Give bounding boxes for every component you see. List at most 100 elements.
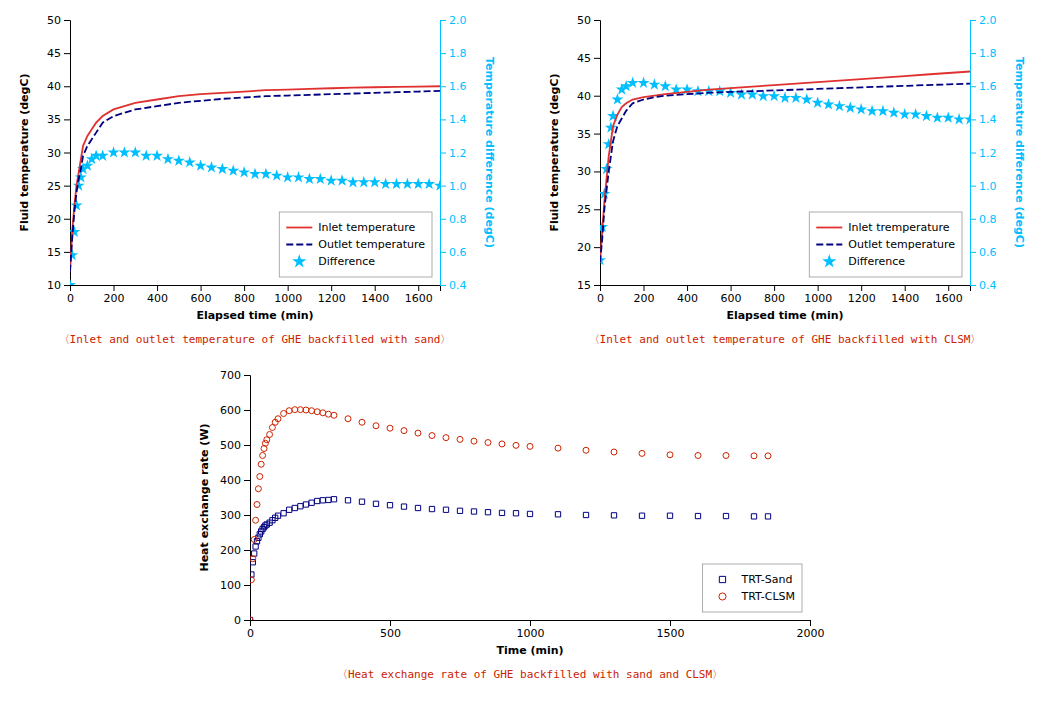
y-tick-mark [594, 58, 600, 59]
y2-tick-mark [970, 153, 976, 154]
point [250, 560, 255, 565]
x-tick: 400 [677, 285, 698, 305]
y-tick: 30 [577, 165, 600, 178]
y2-domain [971, 21, 977, 286]
x-tick-mark [948, 285, 949, 291]
point [751, 514, 756, 519]
point [140, 149, 152, 160]
y-tick-mark [594, 96, 600, 97]
x-tick: 600 [191, 285, 212, 305]
x-tick-label: 0 [597, 292, 604, 305]
y-tick-mark [64, 153, 70, 154]
point [611, 449, 617, 455]
x-tick-label: 1400 [891, 292, 919, 305]
point [499, 441, 505, 447]
point [823, 98, 835, 109]
y-tick-mark [64, 219, 70, 220]
y-tick-label: 40 [47, 80, 61, 93]
y2-tick-label: 0.8 [979, 213, 997, 226]
point [309, 500, 314, 505]
point [275, 416, 281, 422]
y2-tick: 0.8 [440, 213, 467, 226]
y2-tick-mark [440, 285, 446, 286]
point [151, 149, 163, 160]
y-axis-title: Fluid temperature (degC) [18, 73, 31, 231]
y2-tick-mark [970, 119, 976, 120]
point [162, 153, 174, 164]
point [331, 412, 337, 418]
y-axis: 1520253035404550 [577, 14, 601, 292]
x-axis-title: Time (min) [496, 644, 563, 657]
y-tick-label: 400 [220, 474, 241, 487]
point [627, 77, 639, 88]
y-tick: 700 [220, 369, 250, 382]
y2-tick: 1.0 [440, 180, 467, 193]
point [249, 168, 261, 179]
y-tick-label: 45 [577, 52, 591, 65]
x-tick-label: 200 [104, 292, 125, 305]
y-tick-label: 20 [47, 213, 61, 226]
y-tick: 50 [47, 14, 70, 27]
point [429, 506, 434, 511]
point [297, 407, 303, 413]
point [320, 498, 325, 503]
point [953, 113, 965, 124]
point [801, 93, 813, 104]
y-tick-label: 40 [577, 90, 591, 103]
point [255, 486, 261, 492]
x-tick-mark [157, 285, 158, 291]
y-tick-mark [64, 53, 70, 54]
y-tick: 15 [47, 246, 70, 259]
y-tick-mark [244, 375, 250, 376]
point [527, 511, 532, 516]
y2-tick-label: 1.2 [979, 147, 997, 160]
point [443, 507, 448, 512]
x-axis-title: Elapsed time (min) [726, 309, 843, 322]
point [471, 509, 476, 514]
point [638, 77, 650, 88]
legend-label: TRT-CLSM [740, 590, 795, 603]
x-domain [251, 621, 811, 627]
x-tick-label: 2000 [797, 627, 825, 640]
y-tick-mark [64, 186, 70, 187]
point [292, 505, 297, 510]
x-tick: 1000 [804, 285, 832, 305]
x-tick-label: 800 [764, 292, 785, 305]
y-tick-mark [244, 550, 250, 551]
y2-tick-mark [440, 252, 446, 253]
y-tick-label: 30 [577, 165, 591, 178]
y2-tick: 1.6 [440, 80, 467, 93]
point [254, 502, 260, 508]
y-tick-mark [594, 171, 600, 172]
y2-tick-label: 0.8 [449, 213, 467, 226]
point [513, 442, 519, 448]
y2-tick-mark [440, 119, 446, 120]
x-tick-label: 600 [721, 292, 742, 305]
y2-tick-label: 2.0 [449, 14, 467, 27]
y2-tick: 1.8 [970, 47, 997, 60]
point [71, 199, 83, 210]
y-tick-mark [64, 86, 70, 87]
point [345, 498, 350, 503]
x-tick: 200 [634, 285, 655, 305]
y-tick-label: 45 [47, 47, 61, 60]
point [373, 423, 379, 429]
x-tick-label: 500 [380, 627, 401, 640]
point [942, 111, 954, 122]
x-tick-mark [731, 285, 732, 291]
x-tick-label: 1600 [935, 292, 963, 305]
point [855, 103, 867, 114]
point [303, 407, 309, 413]
point [257, 474, 263, 480]
y2-axis: 0.40.60.81.01.21.41.61.82.0 [440, 14, 467, 292]
point [129, 146, 141, 157]
y-tick-label: 500 [220, 439, 241, 452]
x-tick-label: 600 [191, 292, 212, 305]
x-tick-label: 1400 [361, 292, 389, 305]
point [812, 96, 824, 107]
point [315, 498, 320, 503]
point [401, 504, 406, 509]
y2-tick: 0.8 [970, 213, 997, 226]
y2-axis-title: Temperature difference (degC) [1013, 57, 1026, 248]
y-tick-label: 25 [577, 203, 591, 216]
